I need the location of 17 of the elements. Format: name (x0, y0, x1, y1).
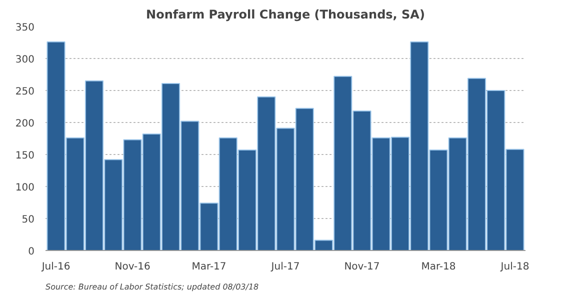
chart-title: Nonfarm Payroll Change (Thousands, SA) (146, 8, 425, 22)
x-tick-label: Nov-17 (344, 262, 380, 272)
y-tick-label: 350 (15, 22, 35, 34)
x-tick-label: Mar-18 (421, 262, 456, 272)
source-note: Source: Bureau of Labor Statistics; updated 08/03/18 (46, 282, 259, 292)
y-tick-label: 50 (22, 214, 35, 226)
x-tick-label: Jul-18 (500, 262, 530, 272)
y-tick-label: 300 (15, 54, 35, 66)
y-tick-label: 150 (15, 150, 35, 162)
x-tick-label: Jul-16 (40, 262, 70, 272)
x-tick-label: Nov-16 (114, 262, 150, 272)
y-tick-label: 100 (15, 182, 35, 194)
x-tick-label: Jul-17 (270, 262, 300, 272)
y-tick-label: 250 (15, 86, 35, 98)
y-tick-label: 0 (28, 246, 35, 258)
x-tick-label: Mar-17 (192, 262, 226, 272)
y-tick-label: 200 (15, 118, 35, 130)
